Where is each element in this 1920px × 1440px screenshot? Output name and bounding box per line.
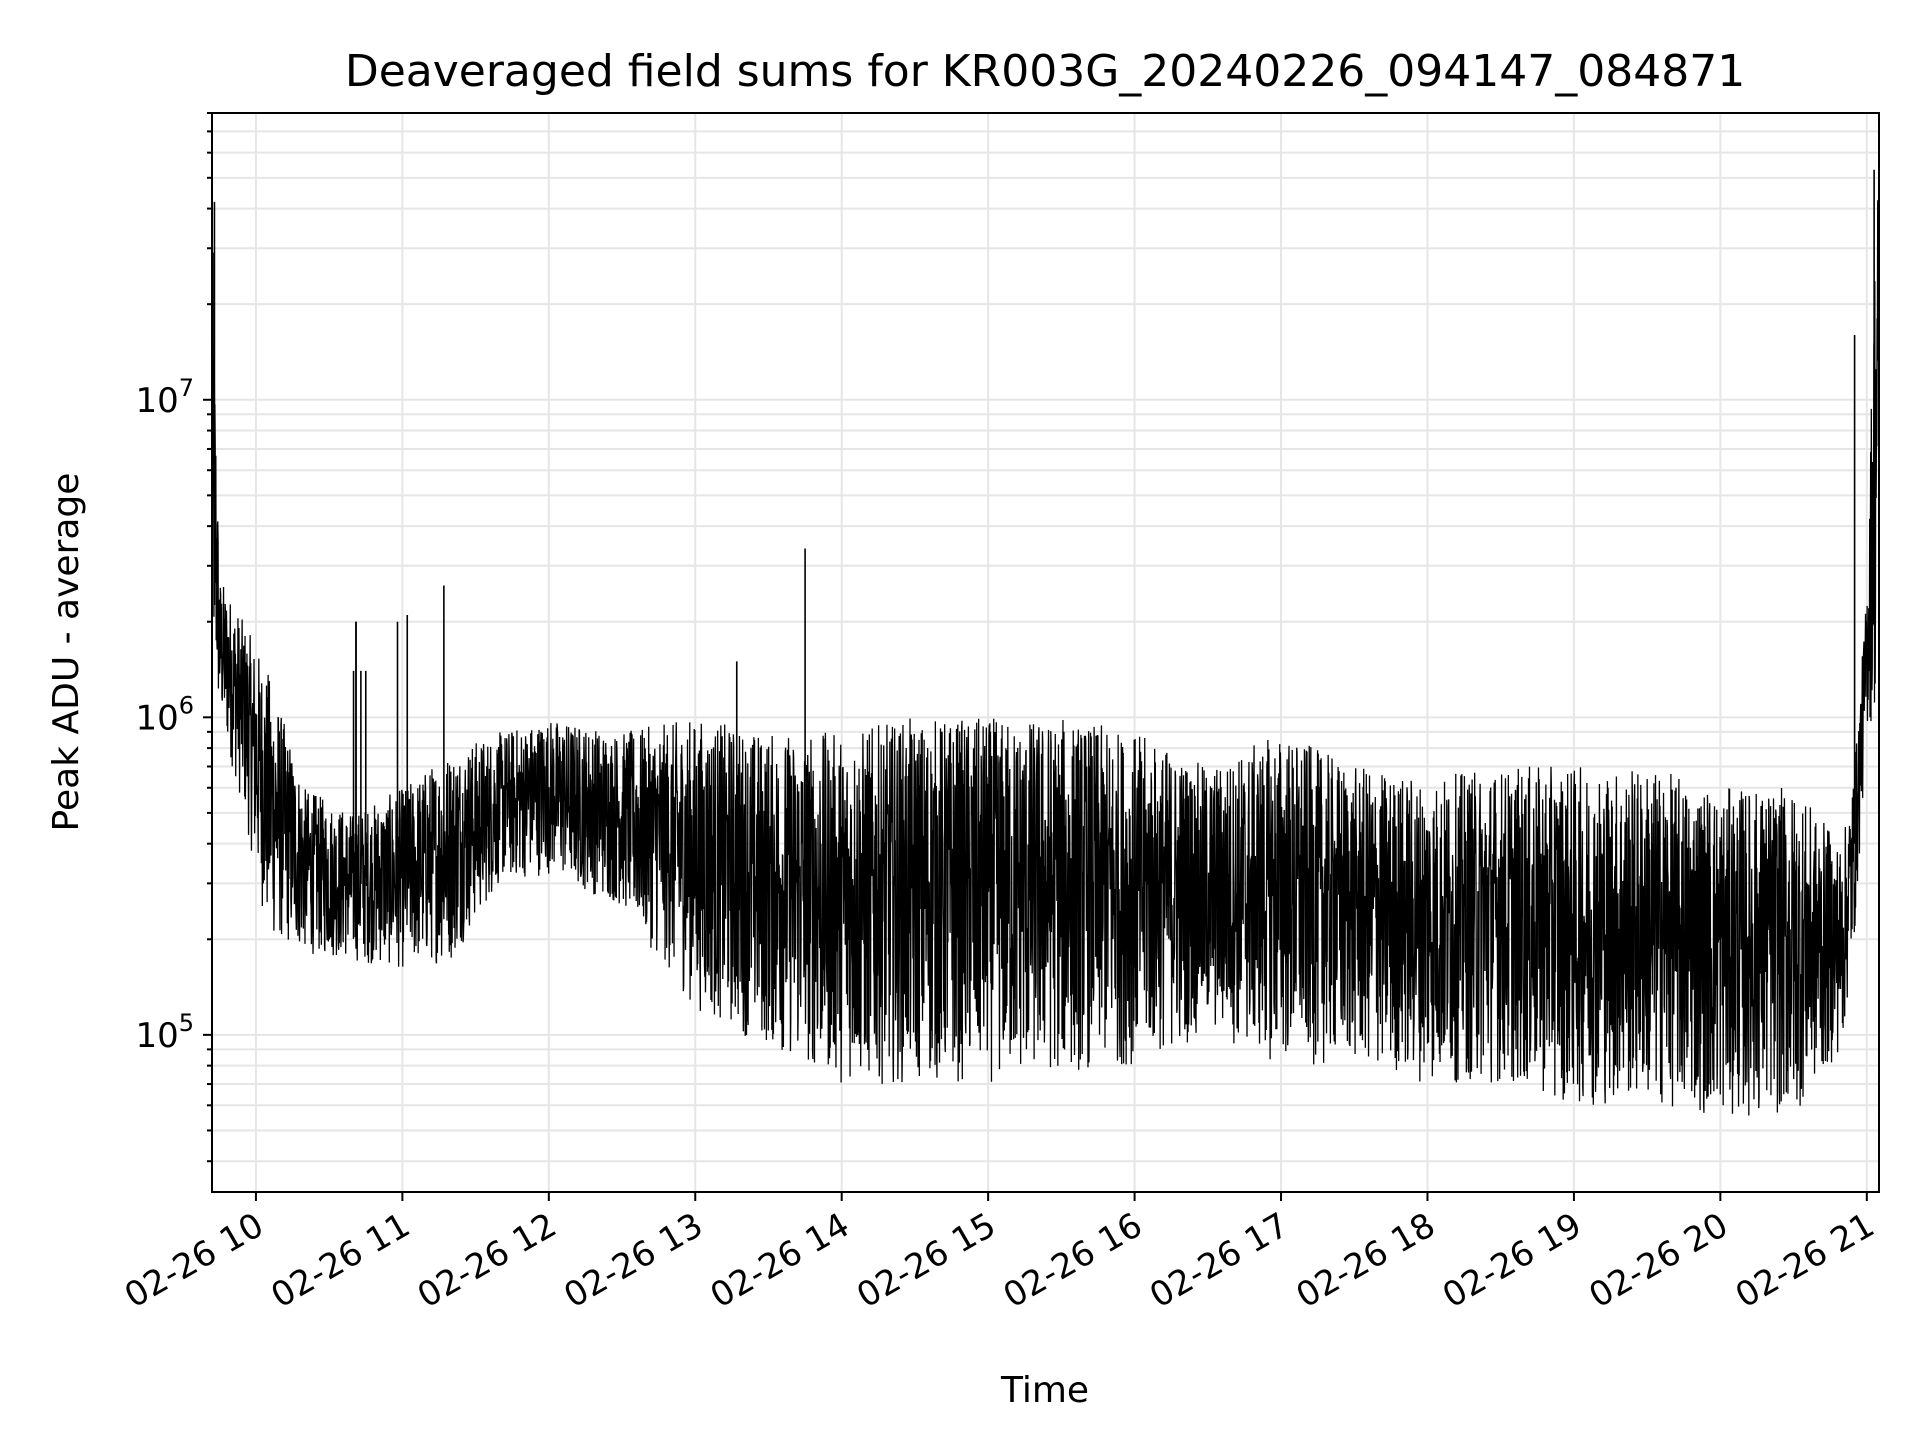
x-tick-label: 02-26 19 [1436, 1205, 1588, 1316]
x-tick-label: 02-26 13 [557, 1205, 709, 1316]
x-tick-label: 02-26 15 [850, 1205, 1002, 1316]
x-tick-label: 02-26 16 [997, 1205, 1149, 1316]
x-tick-label: 02-26 14 [704, 1205, 856, 1316]
y-axis: 105 106 107 [135, 112, 212, 1163]
chart-title: Deaveraged field sums for KR003G_2024022… [345, 46, 1745, 97]
x-tick-label: 02-26 12 [411, 1205, 563, 1316]
y-axis-label: Peak ADU - average [46, 473, 87, 832]
x-tick-label: 02-26 11 [264, 1205, 416, 1316]
y-tick-label: 106 [135, 691, 194, 738]
plot-area [211, 169, 1880, 1116]
x-tick-label: 02-26 18 [1290, 1205, 1442, 1316]
x-tick-label: 02-26 17 [1143, 1205, 1295, 1316]
series-line [211, 200, 1880, 1116]
x-tick-label: 02-26 20 [1582, 1205, 1734, 1316]
y-tick-label: 107 [135, 374, 194, 421]
x-axis-label: Time [1000, 1370, 1089, 1411]
x-tick-label: 02-26 10 [118, 1205, 270, 1316]
x-tick-label: 02-26 21 [1729, 1205, 1881, 1316]
plot-frame [211, 112, 1880, 1193]
y-tick-label: 105 [135, 1009, 194, 1056]
